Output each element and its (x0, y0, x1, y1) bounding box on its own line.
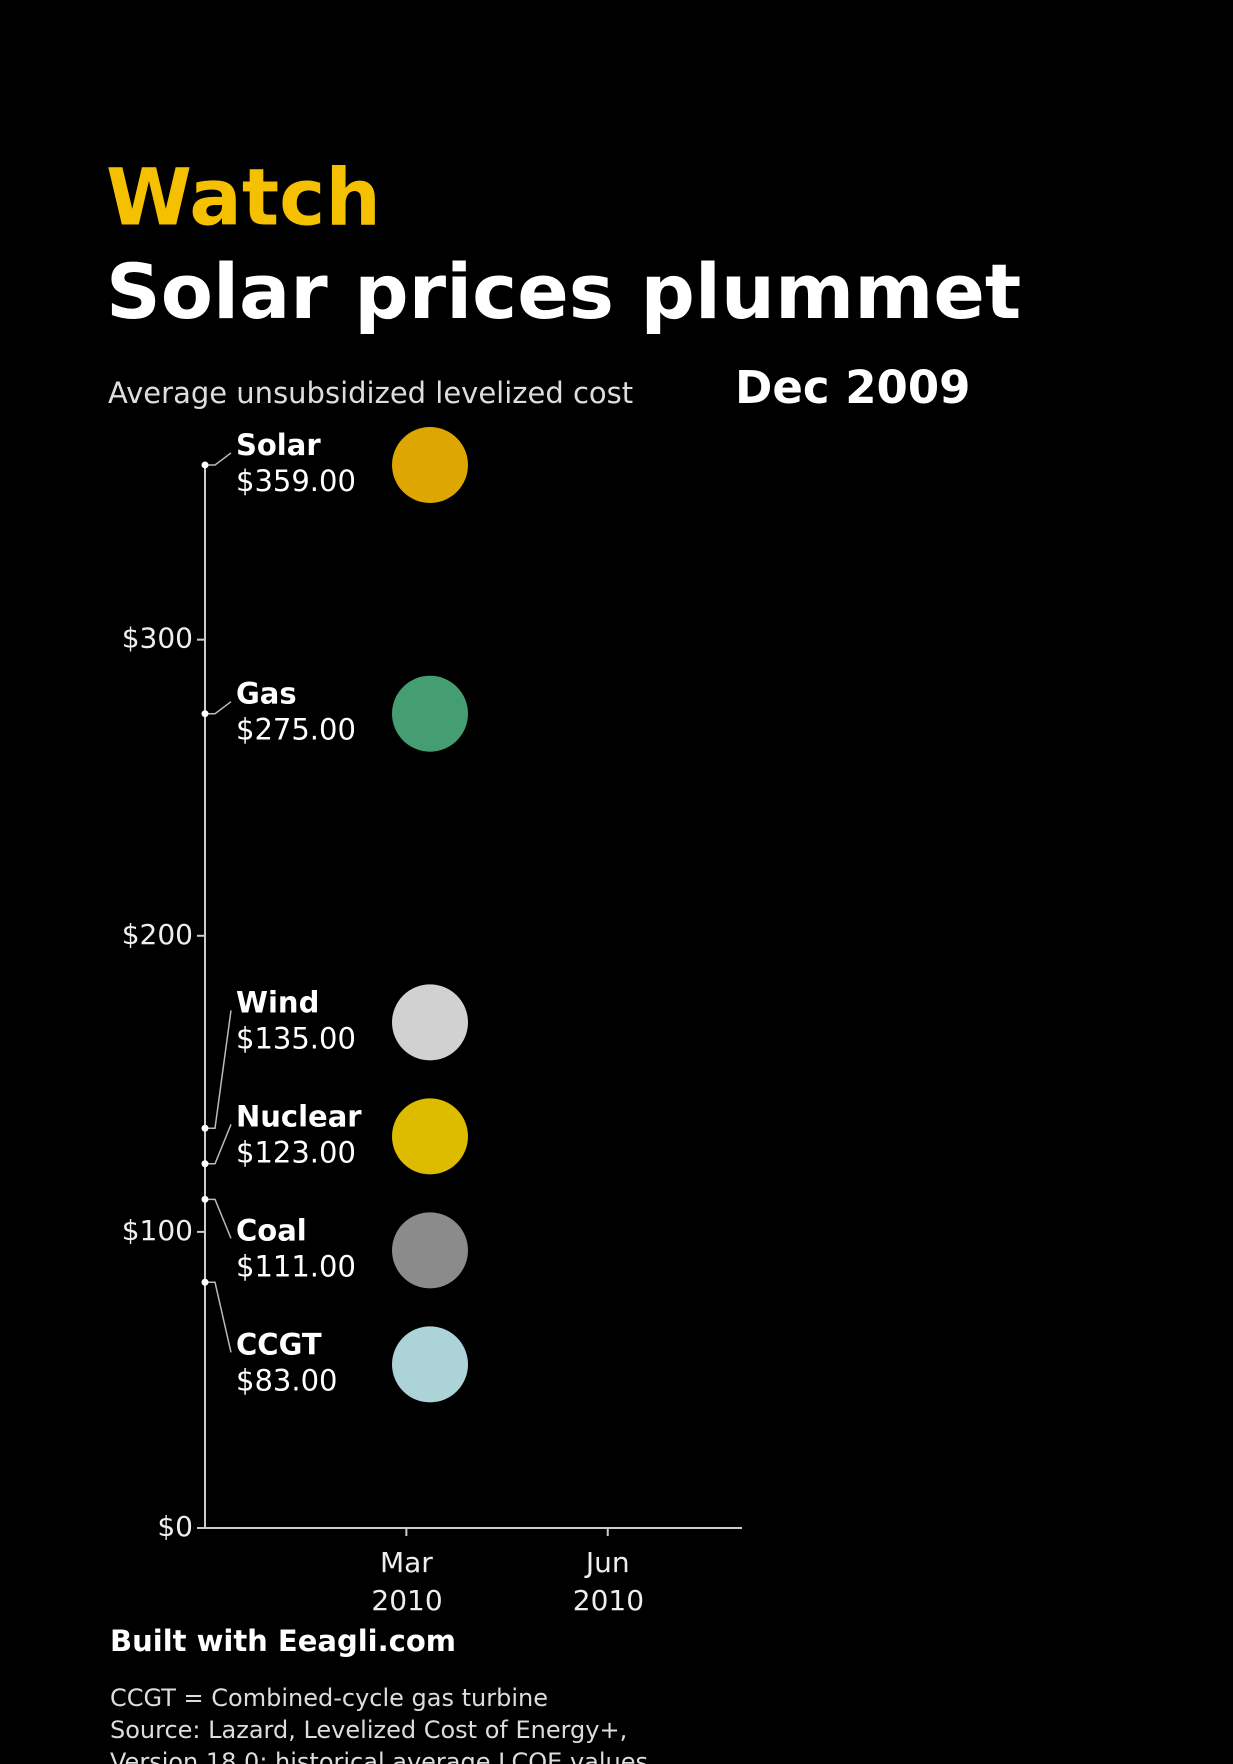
value-label: $275.00 (236, 713, 356, 747)
note: Source: Lazard, Levelized Cost of Energy… (110, 1716, 627, 1744)
note: Version 18.0; historical average LCOE va… (110, 1748, 648, 1764)
y-tick-label: $200 (122, 918, 193, 951)
y-tick-label: $100 (122, 1214, 193, 1247)
leader-line (205, 1124, 232, 1165)
value-label: $111.00 (236, 1249, 356, 1283)
leader-line (205, 1010, 232, 1129)
icon (392, 984, 468, 1061)
subtitle: Average unsubsidized levelized cost (108, 376, 633, 410)
icon (392, 1098, 468, 1175)
value-label: $135.00 (236, 1021, 356, 1055)
x-tick-label: Jun 2010 (572, 1546, 645, 1617)
series-name: Nuclear (236, 1099, 362, 1133)
data-point (201, 710, 209, 718)
icon (392, 675, 468, 752)
date-label: Dec 2009 (735, 361, 970, 414)
kicker: Watch (106, 153, 381, 243)
leader-line (205, 1281, 232, 1353)
data-point (201, 1195, 209, 1203)
leader-line (205, 452, 232, 466)
leader-line (205, 1198, 232, 1239)
value-label: $359.00 (236, 464, 356, 498)
series-name: Coal (236, 1213, 307, 1247)
y-tick-label: $0 (157, 1510, 193, 1543)
y-tick-label: $300 (122, 622, 193, 655)
value-label: $83.00 (236, 1363, 337, 1397)
series-name: CCGT (236, 1327, 322, 1361)
icon (392, 426, 468, 503)
x-tick-label: Mar 2010 (371, 1546, 443, 1617)
value-label: $123.00 (236, 1135, 356, 1169)
data-point (201, 1278, 209, 1286)
series-name: Wind (236, 985, 319, 1019)
icon (392, 1326, 468, 1403)
data-point (201, 1124, 209, 1132)
data-point (201, 1160, 209, 1168)
leader-line (205, 701, 232, 715)
chart-title: Solar prices plummet (106, 247, 1021, 336)
series-name: Gas (236, 677, 297, 711)
credit: Built with Eeagli.com (110, 1624, 456, 1658)
data-point (201, 461, 209, 469)
series-name: Solar (236, 428, 321, 462)
note: CCGT = Combined-cycle gas turbine (110, 1684, 548, 1712)
icon (392, 1212, 468, 1289)
